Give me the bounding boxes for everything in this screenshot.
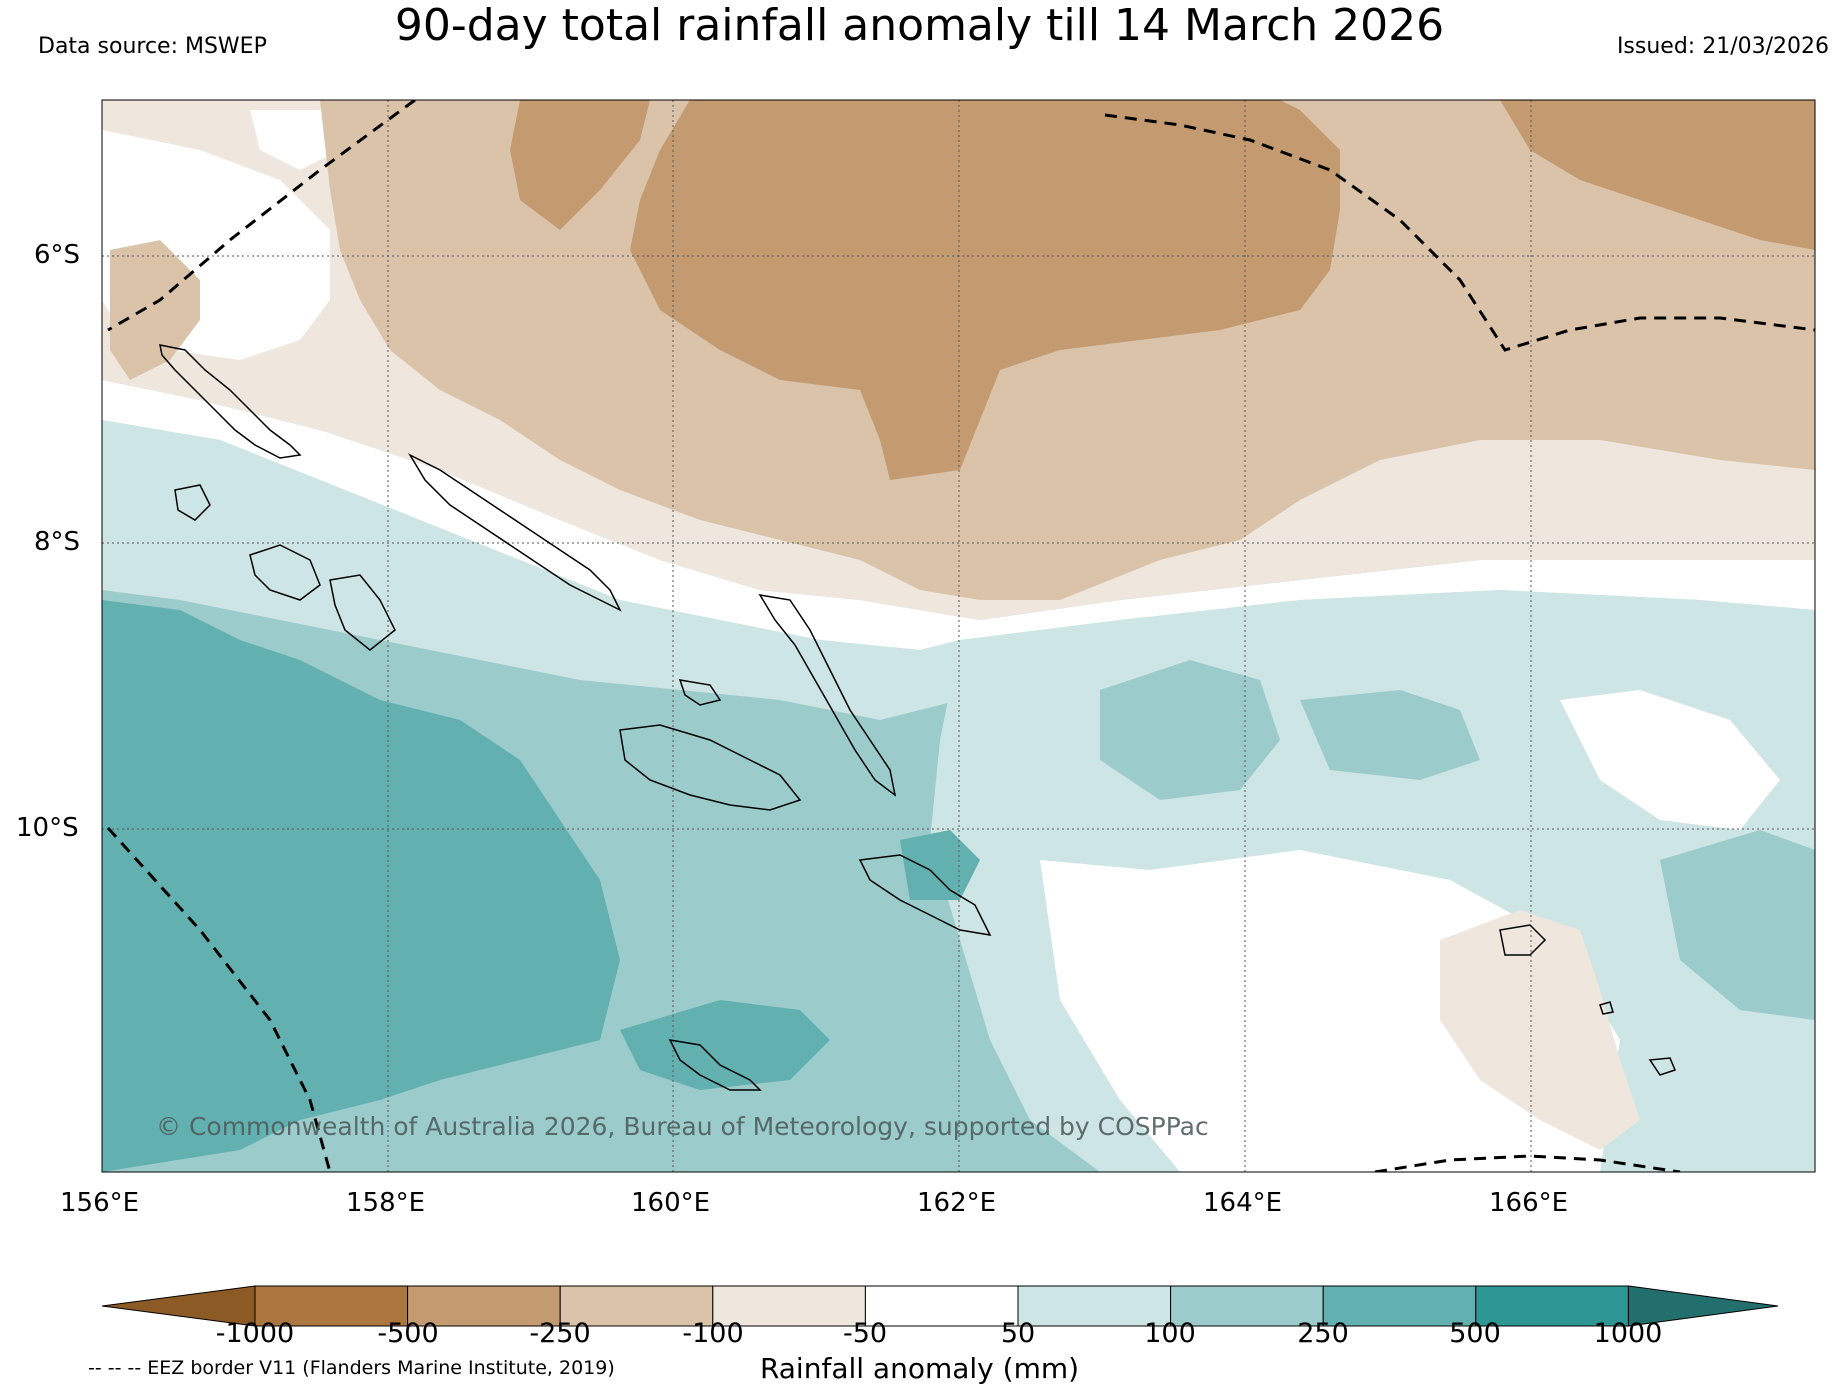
data-source-label: Data source: MSWEP bbox=[38, 34, 267, 59]
lat-label-6s: 6°S bbox=[34, 240, 81, 270]
island-new-georgia bbox=[249, 544, 321, 601]
lon-label-156e: 156°E bbox=[60, 1188, 140, 1218]
lat-label-10s: 10°S bbox=[16, 813, 79, 843]
eez-border-lines bbox=[106, 100, 1815, 1172]
island-utupua bbox=[1599, 1001, 1614, 1015]
colorbar-tick: -1000 bbox=[215, 1318, 295, 1349]
colorbar-swatch bbox=[1475, 1285, 1629, 1327]
lon-label-164e: 164°E bbox=[1203, 1188, 1283, 1218]
island-makira bbox=[668, 1039, 762, 1091]
island-guadalcanal bbox=[619, 724, 802, 811]
island-santa-isabel bbox=[758, 593, 897, 797]
colorbar-swatch bbox=[559, 1285, 714, 1327]
issued-date-label: Issued: 21/03/2026 bbox=[1616, 34, 1829, 59]
field-brown-north2 bbox=[510, 100, 650, 230]
island-nendo bbox=[1499, 924, 1547, 956]
colorbar-tick: 500 bbox=[1449, 1318, 1501, 1349]
field-brown-north bbox=[460, 100, 1340, 480]
field-white-east2 bbox=[1560, 690, 1780, 830]
field-mid-teal-east3 bbox=[1660, 830, 1815, 1020]
colorbar-tick: -100 bbox=[682, 1318, 744, 1349]
colorbar-swatch bbox=[1170, 1285, 1324, 1327]
field-white-nw2 bbox=[250, 110, 340, 170]
lat-label-8s: 8°S bbox=[34, 527, 81, 557]
lon-label-158e: 158°E bbox=[346, 1188, 426, 1218]
island-choiseul bbox=[408, 453, 622, 612]
field-dark-teal-patch2 bbox=[900, 830, 980, 900]
colorbar-tick: -250 bbox=[529, 1318, 591, 1349]
colorbar-label: Rainfall anomaly (mm) bbox=[759, 1352, 1080, 1385]
colorbar-tick: -50 bbox=[842, 1318, 888, 1349]
island-bougainville bbox=[159, 344, 302, 459]
field-tan-west bbox=[110, 240, 200, 380]
field-mid-teal-east1 bbox=[1100, 660, 1280, 800]
colorbar-tick: 1000 bbox=[1593, 1318, 1663, 1349]
colorbar-tick: -500 bbox=[377, 1318, 439, 1349]
colorbar-swatch bbox=[1322, 1285, 1477, 1327]
island-vella bbox=[174, 484, 211, 521]
field-mid-teal-east2 bbox=[1300, 690, 1480, 780]
eez-legend-note: -- -- -- EEZ border V11 (Flanders Marine… bbox=[88, 1357, 615, 1379]
colorbar-tick: 50 bbox=[1000, 1318, 1036, 1349]
copyright-watermark: © Commonwealth of Australia 2026, Bureau… bbox=[156, 1112, 1209, 1141]
colorbar-tick: 250 bbox=[1297, 1318, 1349, 1349]
field-light-teal-mid bbox=[102, 420, 960, 720]
colorbar-swatch bbox=[254, 1285, 409, 1327]
field-white-mid bbox=[102, 380, 1815, 650]
island-malaita bbox=[858, 854, 992, 936]
island-kolombangara bbox=[329, 574, 396, 651]
coastlines bbox=[159, 344, 1677, 1091]
colorbar-swatch bbox=[712, 1285, 866, 1327]
colorbar-swatch bbox=[864, 1285, 1019, 1327]
lon-label-160e: 160°E bbox=[631, 1188, 711, 1218]
map-frame bbox=[101, 99, 1816, 1173]
colorbar bbox=[101, 1285, 1779, 1327]
field-dark-teal-sw bbox=[102, 600, 620, 1172]
colorbar-extend-high bbox=[1627, 1285, 1779, 1327]
lon-label-162e: 162°E bbox=[917, 1188, 997, 1218]
island-florida bbox=[678, 679, 722, 706]
anomaly-field bbox=[102, 100, 1815, 1172]
colorbar-tick: 100 bbox=[1144, 1318, 1196, 1349]
island-vanikoro bbox=[1648, 1057, 1677, 1076]
map-title: 90-day total rainfall anomaly till 14 Ma… bbox=[394, 0, 1445, 51]
field-beige-se bbox=[1440, 910, 1640, 1150]
colorbar-swatch bbox=[407, 1285, 561, 1327]
field-brown-ne bbox=[1500, 100, 1815, 250]
lon-label-166e: 166°E bbox=[1489, 1188, 1569, 1218]
field-dark-teal-patch bbox=[620, 1000, 830, 1090]
